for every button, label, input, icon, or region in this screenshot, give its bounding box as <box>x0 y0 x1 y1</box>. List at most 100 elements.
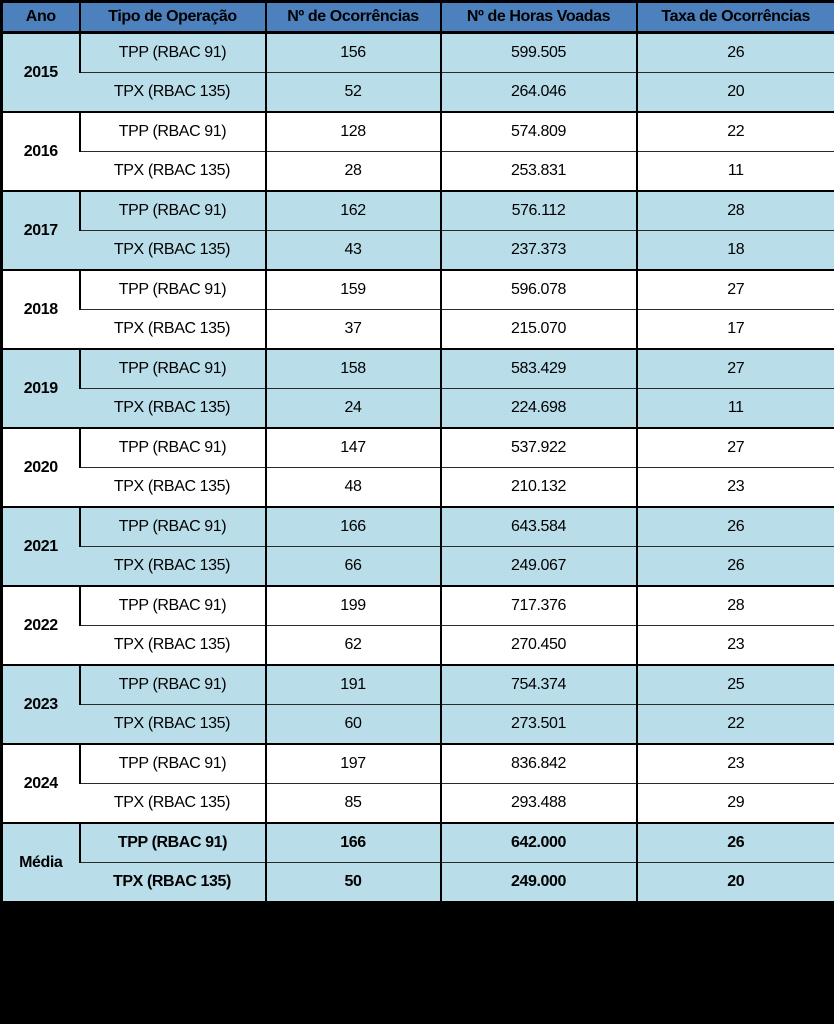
tipo-cell: TPX (RBAC 135) <box>79 704 266 744</box>
taxa-cell: 27 <box>635 269 834 310</box>
horas-cell: 210.132 <box>439 467 637 507</box>
table-row: TPX (RBAC 135) 43 237.373 18 <box>2 230 834 270</box>
year-cell: 2019 <box>1 348 80 428</box>
horas-cell: 754.374 <box>439 664 637 705</box>
table-row: 2022 TPP (RBAC 91) 199 717.376 28 <box>1 585 834 665</box>
horas-cell: 576.112 <box>439 190 637 231</box>
horas-cell: 836.842 <box>439 743 637 784</box>
horas-cell: 574.809 <box>439 111 637 152</box>
horas-cell: 253.831 <box>439 151 637 191</box>
tipo-cell: TPX (RBAC 135) <box>79 151 266 191</box>
taxa-cell: 26 <box>635 31 834 73</box>
tipo-cell: TPX (RBAC 135) <box>79 467 266 507</box>
horas-cell: 642.000 <box>439 822 637 863</box>
horas-cell: 643.584 <box>439 506 637 547</box>
horas-cell: 237.373 <box>439 230 637 270</box>
year-cell: 2020 <box>1 427 80 507</box>
taxa-cell: 28 <box>635 585 834 626</box>
table-row: 2018 TPP (RBAC 91) 159 596.078 27 <box>1 269 834 349</box>
taxa-cell: 20 <box>635 862 834 903</box>
taxa-cell: 11 <box>635 151 834 191</box>
tipo-cell: TPP (RBAC 91) <box>78 31 266 73</box>
table-row: 2015 TPP (RBAC 91) 156 599.505 26 <box>1 31 834 112</box>
taxa-cell: 20 <box>635 72 834 112</box>
horas-cell: 596.078 <box>439 269 637 310</box>
table-row: TPX (RBAC 135) 60 273.501 22 <box>2 704 834 744</box>
header-cell-ano: Ano <box>1 1 80 34</box>
taxa-cell: 25 <box>635 664 834 705</box>
tipo-cell: TPX (RBAC 135) <box>79 862 266 903</box>
taxa-cell: 17 <box>635 309 834 349</box>
taxa-cell: 23 <box>635 625 834 665</box>
tipo-cell: TPX (RBAC 135) <box>79 309 266 349</box>
tipo-cell: TPX (RBAC 135) <box>79 546 266 586</box>
ocorrencias-cell: 28 <box>264 151 441 191</box>
ocorrencias-cell: 166 <box>264 506 441 547</box>
taxa-cell: 26 <box>635 546 834 586</box>
year-cell: 2016 <box>1 111 80 191</box>
year-cell: 2022 <box>1 585 80 665</box>
taxa-cell: 27 <box>635 427 834 468</box>
horas-cell: 273.501 <box>439 704 637 744</box>
horas-cell: 249.000 <box>439 862 637 903</box>
taxa-cell: 23 <box>635 467 834 507</box>
table-row: TPX (RBAC 135) 37 215.070 17 <box>2 309 834 349</box>
ocorrencias-cell: 43 <box>264 230 441 270</box>
horas-cell: 293.488 <box>439 783 637 823</box>
table-row: 2023 TPP (RBAC 91) 191 754.374 25 <box>1 664 834 744</box>
table-row: Média TPP (RBAC 91) 166 642.000 26 <box>1 822 834 903</box>
ocorrencias-cell: 24 <box>264 388 441 428</box>
ocorrencias-cell: 50 <box>264 862 441 903</box>
tipo-cell: TPP (RBAC 91) <box>78 348 266 389</box>
horas-cell: 270.450 <box>439 625 637 665</box>
ocorrencias-cell: 62 <box>264 625 441 665</box>
taxa-cell: 28 <box>635 190 834 231</box>
ocorrencias-cell: 166 <box>264 822 441 863</box>
horas-cell: 537.922 <box>439 427 637 468</box>
table-row: TPX (RBAC 135) 66 249.067 26 <box>2 546 834 586</box>
taxa-cell: 18 <box>635 230 834 270</box>
tipo-cell: TPP (RBAC 91) <box>78 190 266 231</box>
header-cell-tipo: Tipo de Operação <box>78 1 266 34</box>
table-row: 2019 TPP (RBAC 91) 158 583.429 27 <box>1 348 834 428</box>
taxa-cell: 26 <box>635 506 834 547</box>
tipo-cell: TPP (RBAC 91) <box>78 585 266 626</box>
ocorrencias-cell: 147 <box>264 427 441 468</box>
year-cell: 2023 <box>1 664 80 744</box>
ocorrencias-cell: 52 <box>264 72 441 112</box>
ocorrencias-cell: 37 <box>264 309 441 349</box>
table-row: TPX (RBAC 135) 62 270.450 23 <box>2 625 834 665</box>
horas-cell: 599.505 <box>439 31 637 73</box>
ocorrencias-cell: 48 <box>264 467 441 507</box>
tipo-cell: TPP (RBAC 91) <box>78 506 266 547</box>
horas-cell: 717.376 <box>439 585 637 626</box>
tipo-cell: TPP (RBAC 91) <box>78 427 266 468</box>
header-row: Ano Tipo de Operação Nº de Ocorrências N… <box>1 1 834 34</box>
tipo-cell: TPP (RBAC 91) <box>78 111 266 152</box>
year-cell: 2021 <box>1 506 80 586</box>
header-cell-ocorrencias: Nº de Ocorrências <box>264 1 441 34</box>
tipo-cell: TPP (RBAC 91) <box>78 269 266 310</box>
table-row: TPX (RBAC 135) 52 264.046 20 <box>2 72 834 112</box>
ocorrencias-cell: 66 <box>264 546 441 586</box>
year-cell: 2018 <box>1 269 80 349</box>
taxa-cell: 29 <box>635 783 834 823</box>
tipo-cell: TPX (RBAC 135) <box>79 625 266 665</box>
table-body: 2015 TPP (RBAC 91) 156 599.505 26 TPX (RBAC 1… <box>1 31 834 903</box>
table-row: 2016 TPP (RBAC 91) 128 574.809 22 <box>1 111 834 191</box>
table-row: TPX (RBAC 135) 85 293.488 29 <box>2 783 834 823</box>
tipo-cell: TPX (RBAC 135) <box>79 230 266 270</box>
year-cell: 2024 <box>1 743 80 823</box>
ocorrencias-cell: 60 <box>264 704 441 744</box>
ocorrencias-cell: 159 <box>264 269 441 310</box>
ocorrencias-cell: 162 <box>264 190 441 231</box>
operations-table: Ano Tipo de Operação Nº de Ocorrências N… <box>0 0 834 904</box>
ocorrencias-cell: 199 <box>264 585 441 626</box>
table-row: TPX (RBAC 135) 48 210.132 23 <box>2 467 834 507</box>
taxa-cell: 23 <box>635 743 834 784</box>
tipo-cell: TPP (RBAC 91) <box>78 664 266 705</box>
tipo-cell: TPP (RBAC 91) <box>78 822 266 863</box>
table-row: TPX (RBAC 135) 24 224.698 11 <box>2 388 834 428</box>
table-row: TPX (RBAC 135) 50 249.000 20 <box>2 862 834 903</box>
